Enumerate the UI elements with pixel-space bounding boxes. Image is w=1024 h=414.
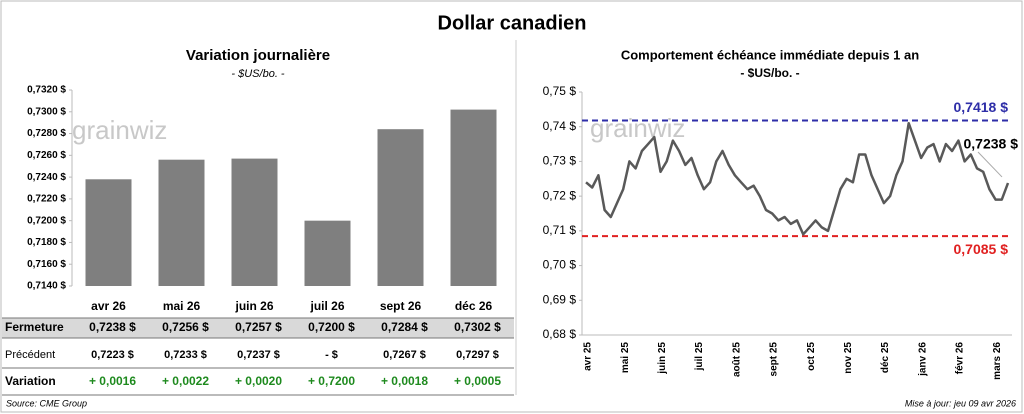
row-label: Variation — [5, 374, 56, 388]
row-label: Précédent — [5, 349, 55, 361]
reference-label: 0,7418 $ — [954, 99, 1009, 115]
x-tick-label: janv 26 — [917, 342, 928, 377]
bar — [158, 159, 205, 286]
y-tick-label: 0,7320 $ — [27, 85, 66, 96]
table-cell: + 0,0022 — [162, 374, 209, 388]
bar — [304, 220, 351, 286]
table-cell: 0,7223 $ — [91, 349, 134, 361]
table-cell: 0,7256 $ — [162, 320, 209, 334]
x-tick-label: févr 26 — [955, 342, 966, 375]
table-cell: 0,7233 $ — [164, 349, 207, 361]
x-tick-label: déc 25 — [880, 342, 891, 374]
y-tick-label: 0,74 $ — [543, 119, 577, 133]
x-tick-label: sept 25 — [769, 342, 780, 377]
row-label: Fermeture — [5, 320, 64, 334]
table-cell: 0,7284 $ — [381, 320, 428, 334]
x-tick-label: mars 26 — [992, 342, 1003, 380]
table-cell: 0,7297 $ — [456, 349, 499, 361]
x-tick-label: juil 25 — [694, 342, 705, 372]
chart-title: Comportement échéance immédiate depuis 1… — [621, 47, 919, 62]
x-tick-label: nov 25 — [843, 342, 854, 374]
y-tick-label: 0,7180 $ — [27, 237, 66, 248]
y-tick-label: 0,71 $ — [543, 223, 577, 237]
x-tick-label: juin 25 — [657, 342, 668, 375]
bar — [85, 179, 132, 286]
table-cell: 0,7238 $ — [89, 320, 136, 334]
table-cell: 0,7267 $ — [383, 349, 426, 361]
y-tick-label: 0,7140 $ — [27, 281, 66, 292]
y-tick-label: 0,69 $ — [543, 292, 577, 306]
chart-subtitle: - $US/bo. - — [740, 66, 799, 80]
table-cell: - $ — [325, 349, 338, 361]
chart-subtitle: - $US/bo. - — [231, 68, 285, 80]
page-title: Dollar canadien — [438, 12, 587, 34]
bar — [377, 129, 424, 286]
y-tick-label: 0,7280 $ — [27, 128, 66, 139]
y-tick-label: 0,7200 $ — [27, 215, 66, 226]
watermark: grainwiz — [72, 115, 167, 145]
y-tick-label: 0,68 $ — [543, 327, 577, 341]
table-cell: 0,7237 $ — [237, 349, 280, 361]
y-tick-label: 0,70 $ — [543, 258, 577, 272]
bar — [231, 158, 278, 286]
x-tick-label: sept 26 — [380, 299, 422, 313]
x-tick-label: avr 26 — [91, 299, 126, 313]
table-cell: + 0,0018 — [381, 374, 428, 388]
x-tick-label: déc 26 — [455, 299, 493, 313]
x-tick-label: août 25 — [731, 342, 742, 377]
table-cell: + 0,0005 — [454, 374, 501, 388]
chart-title: Variation journalière — [186, 47, 330, 64]
table-cell: 0,7200 $ — [308, 320, 355, 334]
table-row-bg — [2, 318, 514, 338]
reference-label: 0,7085 $ — [954, 241, 1009, 257]
x-tick-label: juin 26 — [234, 299, 273, 313]
table-cell: 0,7257 $ — [235, 320, 282, 334]
y-tick-label: 0,7160 $ — [27, 259, 66, 270]
x-tick-label: mai 25 — [620, 342, 631, 374]
last-value-label: 0,7238 $ — [964, 136, 1019, 152]
table-cell: + 0,0016 — [89, 374, 136, 388]
updated: Mise à jour: jeu 09 avr 2026 — [905, 398, 1016, 408]
y-tick-label: 0,7260 $ — [27, 150, 66, 161]
y-tick-label: 0,73 $ — [543, 154, 577, 168]
y-tick-label: 0,7240 $ — [27, 172, 66, 183]
table-cell: + 0,7200 — [308, 374, 355, 388]
table-cell: 0,7302 $ — [454, 320, 501, 334]
x-tick-label: oct 25 — [806, 342, 817, 371]
watermark: grainwiz — [590, 113, 685, 143]
y-tick-label: 0,7220 $ — [27, 194, 66, 205]
source: Source: CME Group — [6, 398, 87, 408]
x-tick-label: juil 26 — [309, 299, 344, 313]
leader-line — [977, 151, 1003, 178]
bar — [450, 109, 497, 286]
y-tick-label: 0,7300 $ — [27, 106, 66, 117]
price-line — [585, 121, 1010, 236]
y-tick-label: 0,72 $ — [543, 188, 577, 202]
table-cell: + 0,0020 — [235, 374, 282, 388]
x-tick-label: avr 25 — [583, 342, 594, 371]
x-tick-label: mai 26 — [163, 299, 201, 313]
y-tick-label: 0,75 $ — [543, 84, 577, 98]
